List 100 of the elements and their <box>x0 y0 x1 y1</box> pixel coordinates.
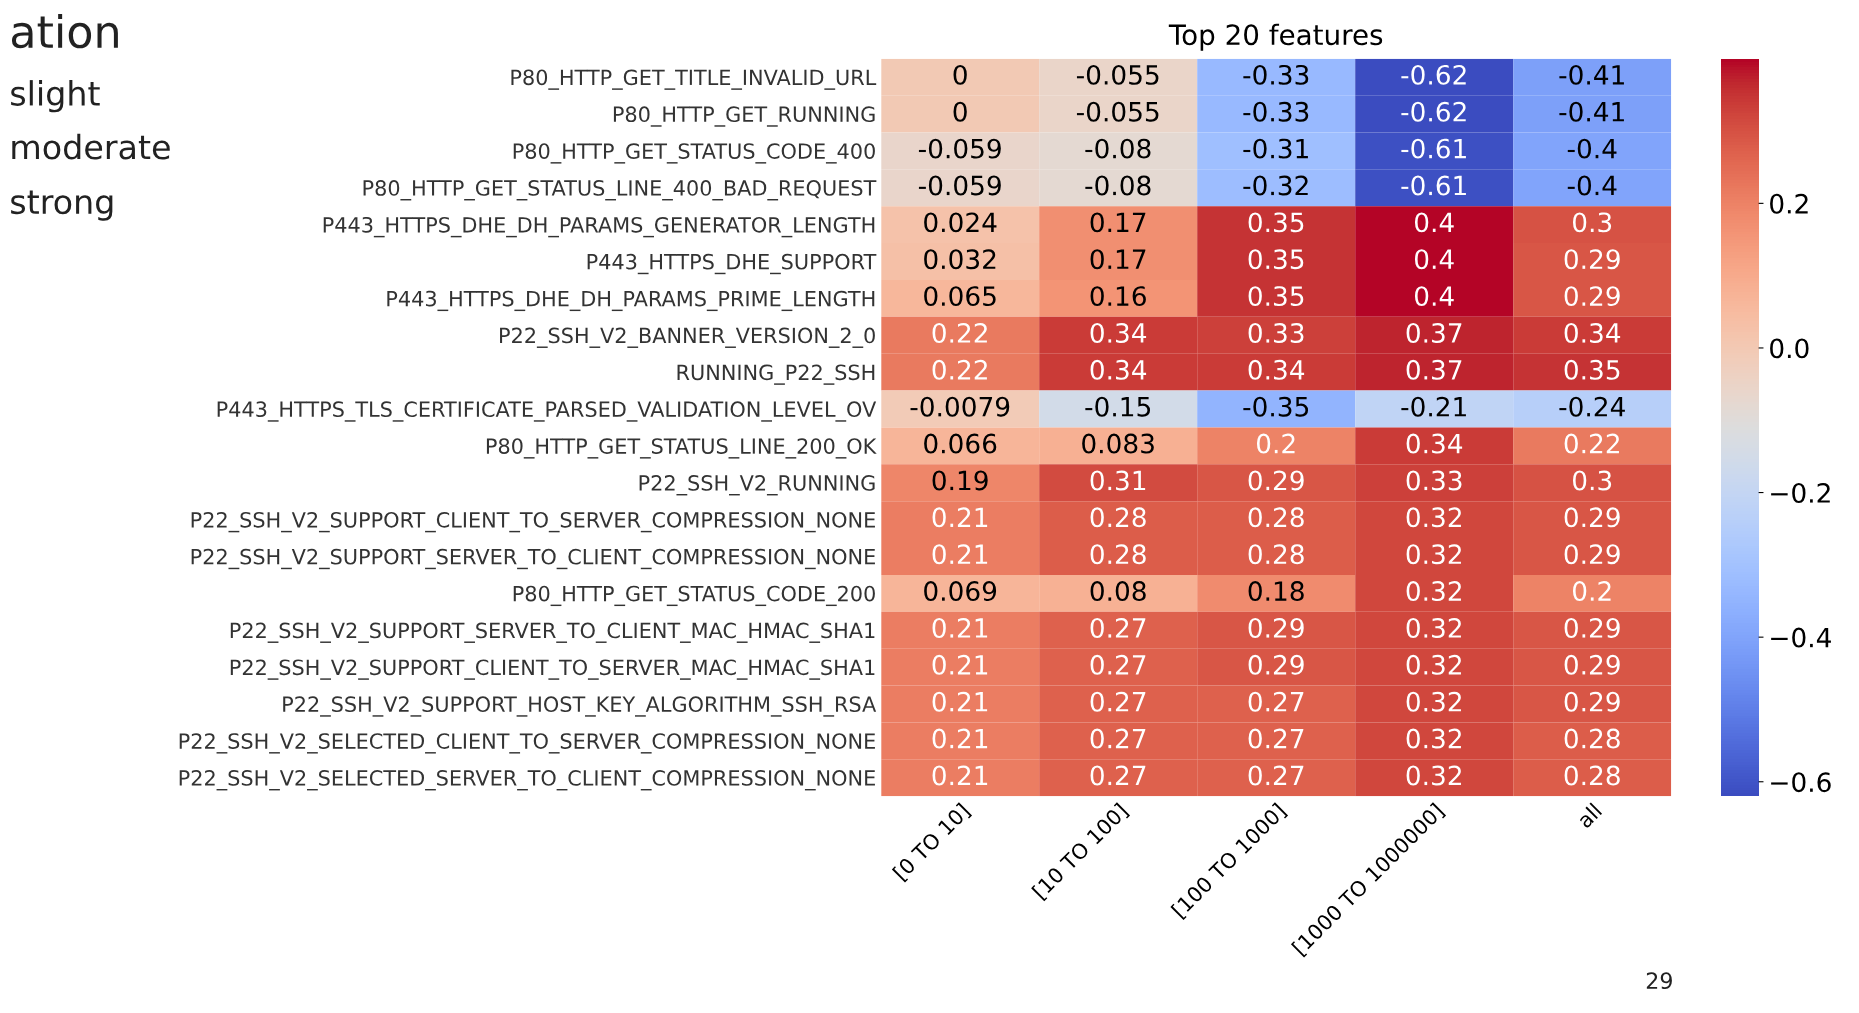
y-tick-label: P80_HTTP_GET_STATUS_CODE_400 <box>513 143 875 164</box>
text: ation <box>11 13 118 49</box>
chart-title: Top 20 features <box>1168 23 1383 51</box>
data-label: 0.28 <box>1248 544 1304 565</box>
data-label: 0.35 <box>1248 286 1304 307</box>
data-label: 0.32 <box>1406 507 1461 528</box>
y-tick-label: P22_SSH_V2_BANNER_VERSION_2_0 <box>500 327 875 348</box>
data-label: 0.37 <box>1406 359 1462 380</box>
data-label: 0.066 <box>924 433 997 454</box>
data-label: 0.34 <box>1090 359 1147 380</box>
data-label: 0.27 <box>1248 691 1304 712</box>
y-tick-label: P22_SSH_V2_SUPPORT_SERVER_TO_CLIENT_MAC_HMAC_SHA1 <box>230 622 875 643</box>
data-label: 0.27 <box>1090 728 1146 749</box>
data-label: 0.024 <box>924 212 997 233</box>
data-label: -0.61 <box>1401 175 1466 196</box>
text: strong <box>11 190 113 221</box>
y-tick-label: P22_SSH_V2_SUPPORT_CLIENT_TO_SERVER_MAC_HMAC_SHA1 <box>230 659 875 680</box>
data-label: 0.33 <box>1406 470 1462 491</box>
data-label: 0.21 <box>932 691 988 712</box>
data-label: 0.32 <box>1406 654 1461 675</box>
data-label: 0.27 <box>1090 617 1146 638</box>
y-tick-label: P80_HTTP_GET_STATUS_LINE_200_OK <box>486 438 877 459</box>
data-label: 0.21 <box>932 544 988 565</box>
data-label: 0.28 <box>1090 507 1146 528</box>
y-tick-label: P22_SSH_V2_SUPPORT_CLIENT_TO_SERVER_COMPRESSION_NONE <box>191 511 875 533</box>
data-label: 0.08 <box>1090 581 1146 602</box>
data-label: 0.32 <box>1406 728 1461 749</box>
data-label: 0.29 <box>1564 691 1620 712</box>
data-label: 0.27 <box>1090 691 1146 712</box>
color-bar-label: 0.0 <box>1770 338 1809 359</box>
data-label: 0.4 <box>1414 286 1454 307</box>
data-label: 0.21 <box>932 507 988 528</box>
data-label: -0.0079 <box>910 396 1010 417</box>
data-label: 0.37 <box>1406 323 1462 343</box>
color-bar-label: 0.2 <box>1770 193 1808 214</box>
text: moderate <box>12 133 170 160</box>
data-label: 0.27 <box>1248 765 1304 786</box>
data-label: 0.4 <box>1414 212 1454 233</box>
data-label: -0.31 <box>1243 138 1308 159</box>
data-label: 0.29 <box>1248 654 1304 675</box>
data-label: 0.18 <box>1248 581 1304 602</box>
data-label: 0.31 <box>1090 470 1146 491</box>
data-label: 0.29 <box>1564 544 1620 565</box>
data-label: 0.2 <box>1256 433 1295 454</box>
data-label: 0.22 <box>932 323 987 343</box>
y-tick-label: P22_SSH_V2_SUPPORT_HOST_KEY_ALGORITHM_SSH_RSA <box>283 696 877 717</box>
data-label: 0.29 <box>1248 470 1304 491</box>
data-label: 0.29 <box>1564 507 1620 528</box>
data-label: 0.2 <box>1572 581 1611 602</box>
data-label: 0.32 <box>1406 765 1461 786</box>
x-tick-label: all <box>1575 802 1603 829</box>
data-label: 0.17 <box>1090 249 1146 270</box>
data-label: 0.21 <box>932 617 988 638</box>
data-label: 0.35 <box>1248 212 1304 233</box>
data-label: -0.32 <box>1243 175 1308 196</box>
data-label: -0.059 <box>918 175 1001 196</box>
data-label: 0.34 <box>1090 323 1147 343</box>
y-tick-label: P80_HTTP_GET_STATUS_LINE_400_BAD_REQUEST <box>363 180 877 201</box>
x-tick-label: [0 TO 10] <box>891 802 973 883</box>
data-label: 0.32 <box>1406 691 1461 712</box>
data-label: -0.33 <box>1243 101 1309 122</box>
text: slight <box>11 80 100 113</box>
y-tick-label: P80_HTTP_GET_STATUS_CODE_200 <box>513 585 875 607</box>
data-label: -0.41 <box>1559 64 1624 85</box>
y-tick-label: P22_SSH_V2_SELECTED_SERVER_TO_CLIENT_COMPRESSION_NONE <box>179 770 875 791</box>
data-label: 0.35 <box>1564 359 1620 380</box>
data-label: -0.62 <box>1401 101 1466 122</box>
data-label: 0.21 <box>932 728 988 749</box>
y-tick-label: P22_SSH_V2_SUPPORT_SERVER_TO_CLIENT_COMPRESSION_NONE <box>191 548 875 570</box>
data-label: 0.17 <box>1090 212 1146 233</box>
data-label: -0.15 <box>1085 396 1151 417</box>
data-label: 0.35 <box>1248 249 1304 270</box>
y-tick-label: P443_HTTPS_DHE_SUPPORT <box>587 253 877 275</box>
data-label: 0.28 <box>1564 765 1620 786</box>
y-tick-label: RUNNING_P22_SSH <box>677 364 875 385</box>
data-label: 0.22 <box>932 359 987 380</box>
data-label: 0.29 <box>1564 654 1620 675</box>
data-label: -0.41 <box>1559 101 1624 122</box>
data-label: 0.32 <box>1406 544 1461 565</box>
data-label: -0.08 <box>1085 138 1151 159</box>
data-label: 0.33 <box>1248 323 1304 343</box>
data-label: 0.083 <box>1082 433 1154 454</box>
data-label: 0.32 <box>1406 617 1461 638</box>
data-label: 0.3 <box>1572 470 1612 491</box>
data-label: -0.055 <box>1076 64 1159 85</box>
data-label: 0.34 <box>1564 323 1621 343</box>
data-label: -0.24 <box>1559 396 1625 417</box>
data-label: -0.4 <box>1567 138 1617 159</box>
data-label: 0.28 <box>1090 544 1146 565</box>
color-bar-label: −0.2 <box>1771 483 1830 503</box>
data-label: -0.21 <box>1401 396 1466 417</box>
y-tick-label: P80_HTTP_GET_TITLE_INVALID_URL <box>511 69 877 90</box>
data-label: 0.27 <box>1248 728 1304 749</box>
data-label: -0.059 <box>918 138 1001 159</box>
y-tick-label: P22_SSH_V2_RUNNING <box>639 475 875 496</box>
y-tick-label: P80_HTTP_GET_RUNNING <box>613 106 875 127</box>
data-label: 0.32 <box>1406 581 1461 602</box>
data-label: 0.19 <box>932 470 988 491</box>
data-label: 0.4 <box>1414 249 1454 270</box>
text: 29 <box>1646 972 1672 990</box>
